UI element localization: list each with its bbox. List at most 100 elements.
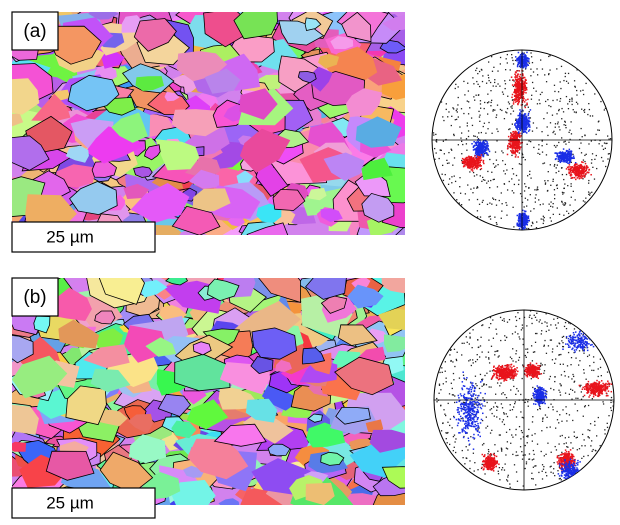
point [571,99,572,100]
point [519,163,520,164]
point [516,95,518,97]
point [496,333,497,334]
point [555,358,556,359]
point [463,166,465,168]
point [511,108,512,109]
point [579,148,580,149]
point [524,131,526,133]
point [501,449,502,450]
point [489,327,490,328]
point [593,449,594,450]
point [506,479,507,480]
point [563,364,564,365]
point [568,376,569,377]
point [491,346,492,347]
point [490,82,491,83]
point [476,68,477,69]
point [528,406,529,407]
point [583,159,584,160]
point [573,168,575,170]
point [528,121,530,123]
point [550,122,551,123]
point [466,150,467,151]
point [528,117,530,119]
point [484,473,485,474]
point [438,393,439,394]
point [592,451,593,452]
point [462,158,464,160]
point [472,125,473,126]
point [494,179,495,180]
point [482,75,483,76]
point [559,101,560,102]
point [500,63,501,64]
point [458,144,459,145]
point [569,155,571,157]
point [584,406,585,407]
point [604,109,605,110]
point [469,156,471,158]
point [501,110,502,111]
point [449,393,450,394]
point [541,218,542,219]
point [541,333,542,334]
point [537,409,538,410]
point [439,384,440,385]
point [564,371,565,372]
point [488,451,489,452]
point [554,145,555,146]
point [566,211,567,212]
point [475,70,476,71]
point [494,79,495,80]
point [487,171,488,172]
point [527,435,528,436]
point [493,199,494,200]
point [507,96,508,97]
point [504,320,505,321]
point [561,452,562,453]
point [491,203,492,204]
point [570,183,571,184]
point [607,427,608,428]
point [572,374,573,375]
point [601,375,602,376]
point [525,198,526,199]
point [586,165,588,167]
point [507,154,509,156]
point [455,181,456,182]
point [492,319,493,320]
point [556,145,557,146]
point [512,149,514,151]
point [584,112,585,113]
point [569,204,570,205]
point [543,220,544,221]
point [579,360,580,361]
point [546,417,547,418]
point [476,168,478,170]
point [499,200,500,201]
point [526,132,528,134]
point [535,201,536,202]
point [496,160,497,161]
point [445,415,446,416]
point [555,324,556,325]
point [454,157,455,158]
point [516,76,518,78]
point [559,343,560,344]
point [502,91,503,92]
point [559,414,560,415]
point [520,78,522,80]
point [520,84,522,86]
point [501,448,502,449]
point [539,103,540,104]
point [453,450,454,451]
point [458,86,459,87]
point [584,134,585,135]
point [556,411,557,412]
point [530,52,531,53]
point [483,443,484,444]
point [468,159,470,161]
point [589,194,590,195]
point [582,172,584,174]
point [503,170,504,171]
